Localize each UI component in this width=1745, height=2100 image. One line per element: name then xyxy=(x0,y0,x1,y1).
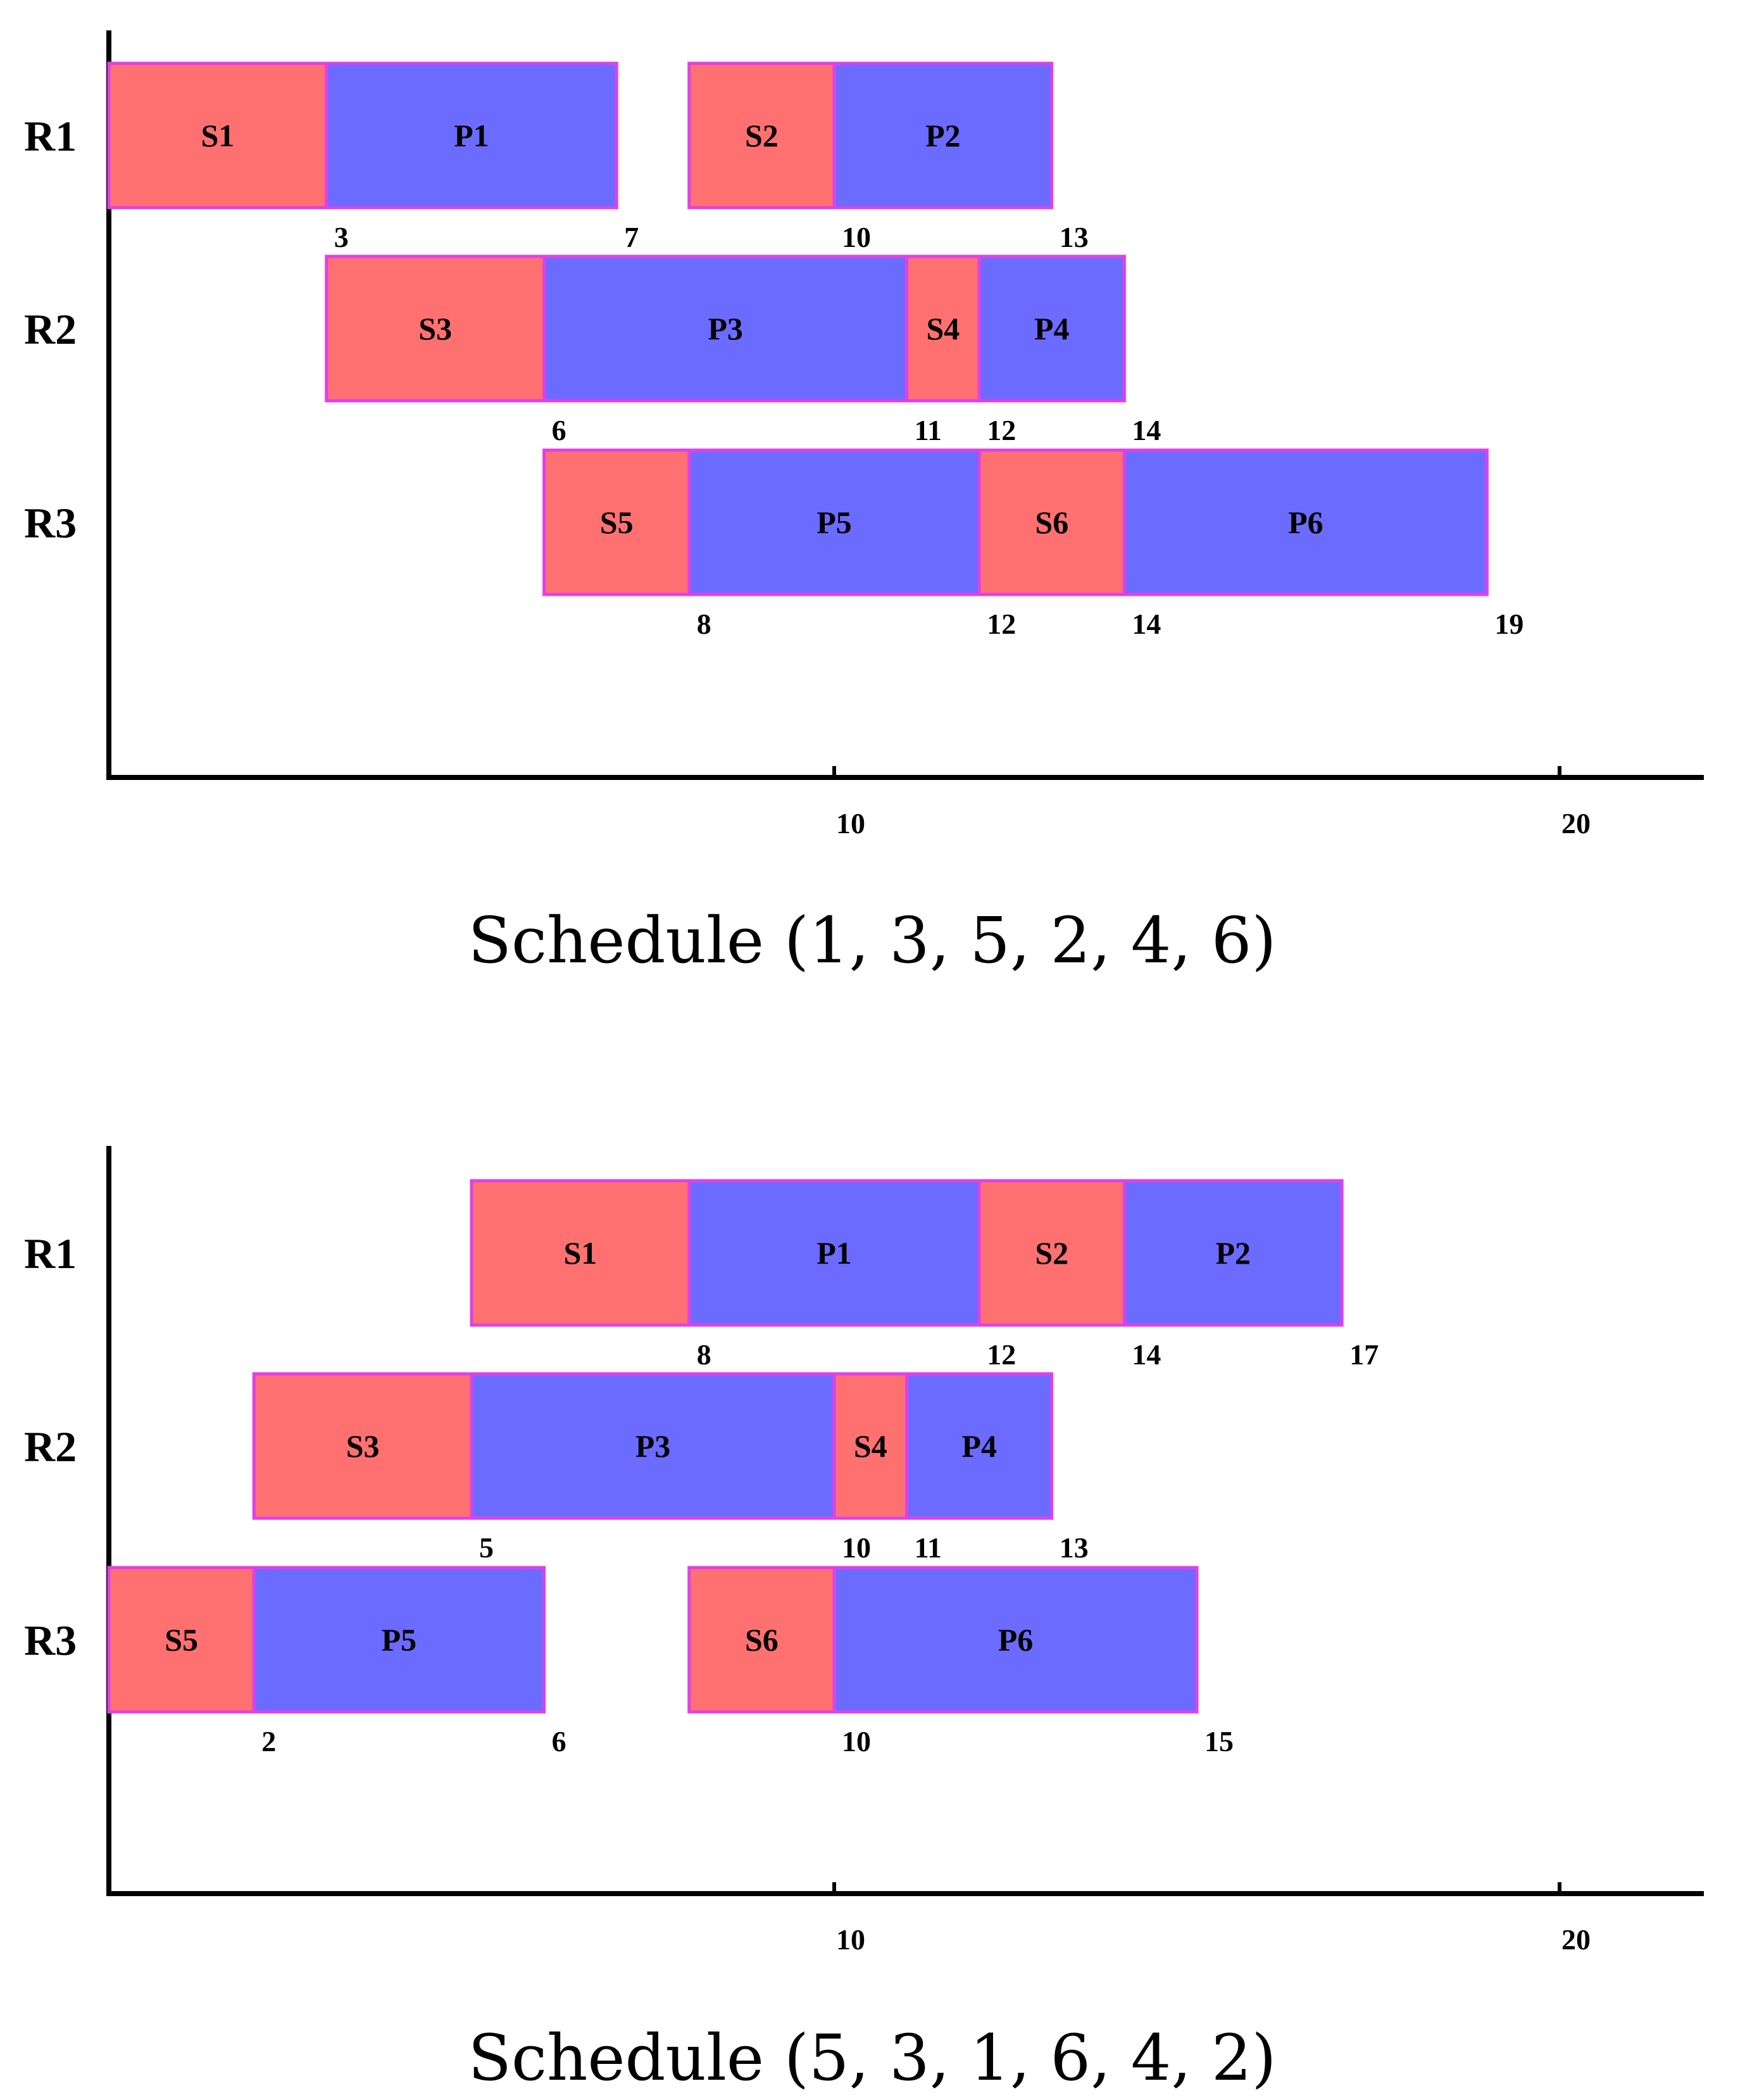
time-mark-r2-10: 10 xyxy=(842,1531,871,1564)
time-mark-r1-17: 17 xyxy=(1349,1338,1379,1371)
time-mark-r1-13: 13 xyxy=(1060,221,1089,253)
time-mark-r3-15: 15 xyxy=(1204,1725,1234,1757)
row-label-r2: R2 xyxy=(24,1423,77,1471)
task-bar-p1 xyxy=(325,61,618,210)
x-tick-label-10: 10 xyxy=(836,1923,865,1956)
task-label-p3: P3 xyxy=(635,1428,671,1464)
task-label-s4: S4 xyxy=(926,311,960,346)
task-bar-p3 xyxy=(470,1372,836,1520)
time-mark-r1-14: 14 xyxy=(1132,1338,1161,1371)
row-label-r3: R3 xyxy=(24,499,77,547)
time-mark-r1-3: 3 xyxy=(334,221,349,253)
task-bar-s3 xyxy=(325,255,546,403)
chart-caption: Schedule (1, 3, 5, 2, 4, 6) xyxy=(468,903,1276,978)
task-bar-p2 xyxy=(1122,1179,1344,1327)
time-mark-r2-5: 5 xyxy=(479,1531,494,1564)
task-label-s6: S6 xyxy=(745,1622,779,1657)
task-bar-s2 xyxy=(977,1179,1126,1327)
task-label-s2: S2 xyxy=(745,118,779,153)
task-label-s1: S1 xyxy=(201,118,234,153)
time-mark-r3-12: 12 xyxy=(987,608,1016,640)
row-label-r2: R2 xyxy=(24,305,77,353)
task-label-s1: S1 xyxy=(563,1235,597,1271)
row-label-r1: R1 xyxy=(24,1229,77,1278)
task-bar-s2 xyxy=(687,61,836,210)
task-label-p4: P4 xyxy=(961,1428,997,1464)
task-label-s5: S5 xyxy=(165,1622,198,1657)
task-bar-p5 xyxy=(687,448,981,596)
time-mark-r3-2: 2 xyxy=(261,1725,276,1757)
task-label-s6: S6 xyxy=(1035,505,1068,540)
task-label-p6: P6 xyxy=(998,1622,1034,1657)
task-label-s2: S2 xyxy=(1035,1235,1068,1271)
task-bar-s1 xyxy=(470,1179,691,1327)
task-bar-s1 xyxy=(107,61,328,210)
gantt-chart-schedule-2: 10 20 R1 R2 R3 S1 P1 S2 P2 S3 P3 S4 P4 S5 P5 S6 P6 8 12 14 1… xyxy=(24,1146,1704,2095)
task-label-p1: P1 xyxy=(454,118,489,153)
task-label-p2: P2 xyxy=(925,118,961,153)
time-mark-r3-6: 6 xyxy=(552,1725,566,1757)
task-bar-p1 xyxy=(687,1179,981,1327)
time-mark-r3-14: 14 xyxy=(1132,608,1161,640)
x-tick-label-20: 20 xyxy=(1561,807,1591,839)
time-mark-r1-8: 8 xyxy=(697,1338,711,1371)
time-mark-r2-13: 13 xyxy=(1060,1531,1089,1564)
task-label-p3: P3 xyxy=(708,311,743,346)
time-mark-r2-14: 14 xyxy=(1132,414,1161,446)
time-mark-r3-19: 19 xyxy=(1494,608,1523,640)
row-label-r1: R1 xyxy=(24,112,77,160)
task-bar-s5 xyxy=(542,448,691,596)
task-label-p2: P2 xyxy=(1216,1235,1251,1271)
time-mark-r1-7: 7 xyxy=(624,221,639,253)
task-label-p1: P1 xyxy=(816,1235,852,1271)
time-mark-r2-11: 11 xyxy=(915,414,942,446)
task-bar-s3 xyxy=(252,1372,473,1520)
task-bar-s6 xyxy=(687,1566,836,1714)
time-mark-r3-8: 8 xyxy=(697,608,711,640)
task-label-p5: P5 xyxy=(816,505,852,540)
task-label-p6: P6 xyxy=(1288,505,1323,540)
task-bar-s4 xyxy=(832,1372,909,1520)
x-tick-label-20: 20 xyxy=(1561,1923,1591,1956)
row-label-r3: R3 xyxy=(24,1616,77,1664)
task-bar-s6 xyxy=(977,448,1126,596)
task-bar-p5 xyxy=(252,1566,546,1714)
task-bar-p4 xyxy=(905,1372,1054,1520)
task-label-s5: S5 xyxy=(600,505,634,540)
gantt-chart-schedule-1: 10 20 R1 R2 R3 S1 P1 S2 P2 S3 P3 S4 P4 S5 P5 S6 P6 3 7 10 13… xyxy=(24,30,1704,978)
task-bar-p3 xyxy=(542,255,909,403)
task-label-p5: P5 xyxy=(382,1622,417,1657)
task-bar-p6 xyxy=(1122,448,1489,596)
task-bar-p2 xyxy=(832,61,1054,210)
task-bar-p6 xyxy=(832,1566,1199,1714)
time-mark-r2-6: 6 xyxy=(552,414,566,446)
time-mark-r1-10: 10 xyxy=(842,221,871,253)
time-mark-r2-12: 12 xyxy=(987,414,1016,446)
time-mark-r1-12: 12 xyxy=(987,1338,1016,1371)
task-label-s3: S3 xyxy=(418,311,452,346)
task-label-s4: S4 xyxy=(854,1428,887,1464)
time-mark-r3-10: 10 xyxy=(842,1725,871,1757)
time-mark-r2-11: 11 xyxy=(915,1531,942,1564)
x-tick-label-10: 10 xyxy=(836,807,865,839)
chart-caption: Schedule (5, 3, 1, 6, 4, 2) xyxy=(468,2021,1276,2095)
task-bar-p4 xyxy=(977,255,1126,403)
task-label-p4: P4 xyxy=(1034,311,1070,346)
task-label-s3: S3 xyxy=(346,1428,380,1464)
